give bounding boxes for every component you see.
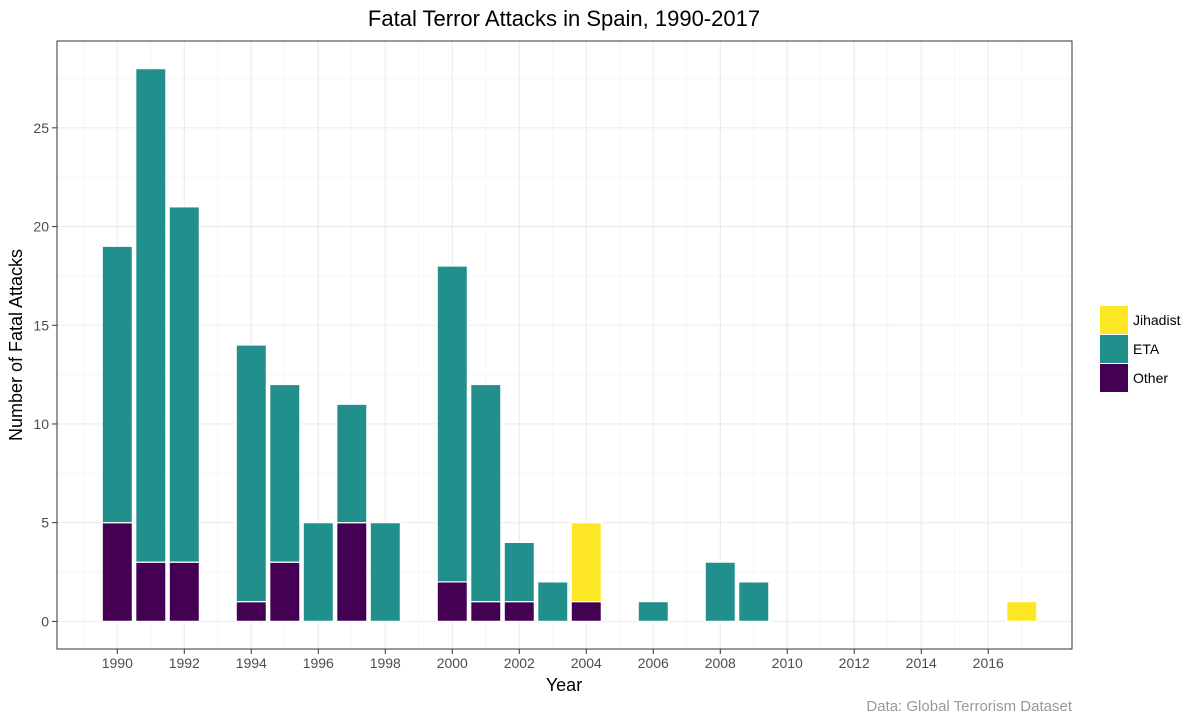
bar-other-1990 [101, 522, 133, 622]
bar-jihadist-2004 [570, 522, 602, 603]
legend-key-jihadist [1100, 306, 1128, 334]
x-axis-title: Year [546, 675, 582, 695]
bar-eta-1997 [336, 403, 368, 524]
bar-eta-1990 [101, 245, 133, 524]
bar-eta-1992 [168, 206, 200, 563]
bar-eta-1991 [135, 68, 167, 563]
x-tick-label: 1996 [303, 655, 334, 671]
y-tick-label: 5 [41, 515, 49, 531]
legend: Jihadist ETA Other [1100, 306, 1181, 392]
bar-eta-2008 [704, 561, 736, 622]
grid-minor [57, 41, 1072, 649]
x-tick-label: 1992 [169, 655, 200, 671]
bar-other-1991 [135, 561, 167, 622]
bar-jihadist-2017 [1006, 601, 1038, 622]
bars [101, 68, 1038, 622]
x-axis: 1990 1992 1994 1996 1998 2000 2002 2004 2006 2008… [102, 649, 1004, 671]
bar-eta-2002 [503, 541, 535, 603]
bar-eta-2003 [537, 581, 569, 622]
x-tick-label: 2010 [772, 655, 803, 671]
x-tick-label: 2012 [839, 655, 870, 671]
bar-eta-1994 [235, 344, 267, 603]
x-tick-label: 2004 [571, 655, 602, 671]
y-tick-label: 0 [41, 613, 49, 629]
bar-eta-2000 [436, 265, 468, 583]
x-tick-label: 2002 [504, 655, 535, 671]
bar-eta-2006 [637, 601, 669, 622]
bar-eta-1996 [302, 522, 334, 622]
y-tick-label: 25 [33, 120, 49, 136]
legend-label-jihadist: Jihadist [1133, 312, 1181, 328]
y-axis: 0 5 10 15 20 25 [33, 120, 57, 629]
x-tick-label: 1990 [102, 655, 133, 671]
bar-other-2001 [470, 601, 502, 622]
x-tick-label: 1998 [370, 655, 401, 671]
bar-other-1995 [269, 561, 301, 622]
bar-other-2002 [503, 601, 535, 622]
legend-key-eta [1100, 335, 1128, 363]
caption: Data: Global Terrorism Dataset [866, 698, 1072, 715]
y-tick-label: 20 [33, 219, 49, 235]
x-tick-label: 2014 [906, 655, 937, 671]
bar-other-2000 [436, 581, 468, 622]
bar-eta-2001 [470, 383, 502, 603]
legend-label-other: Other [1133, 370, 1168, 386]
bar-eta-2009 [738, 581, 770, 622]
y-tick-label: 15 [33, 317, 49, 333]
x-tick-label: 2016 [973, 655, 1004, 671]
bar-eta-1998 [369, 522, 401, 622]
y-tick-label: 10 [33, 416, 49, 432]
bar-eta-1995 [269, 383, 301, 563]
chart-title: Fatal Terror Attacks in Spain, 1990-2017 [368, 6, 760, 31]
bar-other-1992 [168, 561, 200, 622]
plot-panel [57, 41, 1072, 649]
legend-key-other [1100, 364, 1128, 392]
bar-other-1997 [336, 522, 368, 622]
x-tick-label: 1994 [236, 655, 267, 671]
x-tick-label: 2006 [638, 655, 669, 671]
y-axis-title: Number of Fatal Attacks [6, 249, 26, 441]
bar-other-1994 [235, 601, 267, 622]
legend-label-eta: ETA [1133, 341, 1160, 357]
x-tick-label: 2008 [705, 655, 736, 671]
bar-other-2004 [570, 601, 602, 622]
x-tick-label: 2000 [437, 655, 468, 671]
panel-border [56, 40, 1073, 650]
